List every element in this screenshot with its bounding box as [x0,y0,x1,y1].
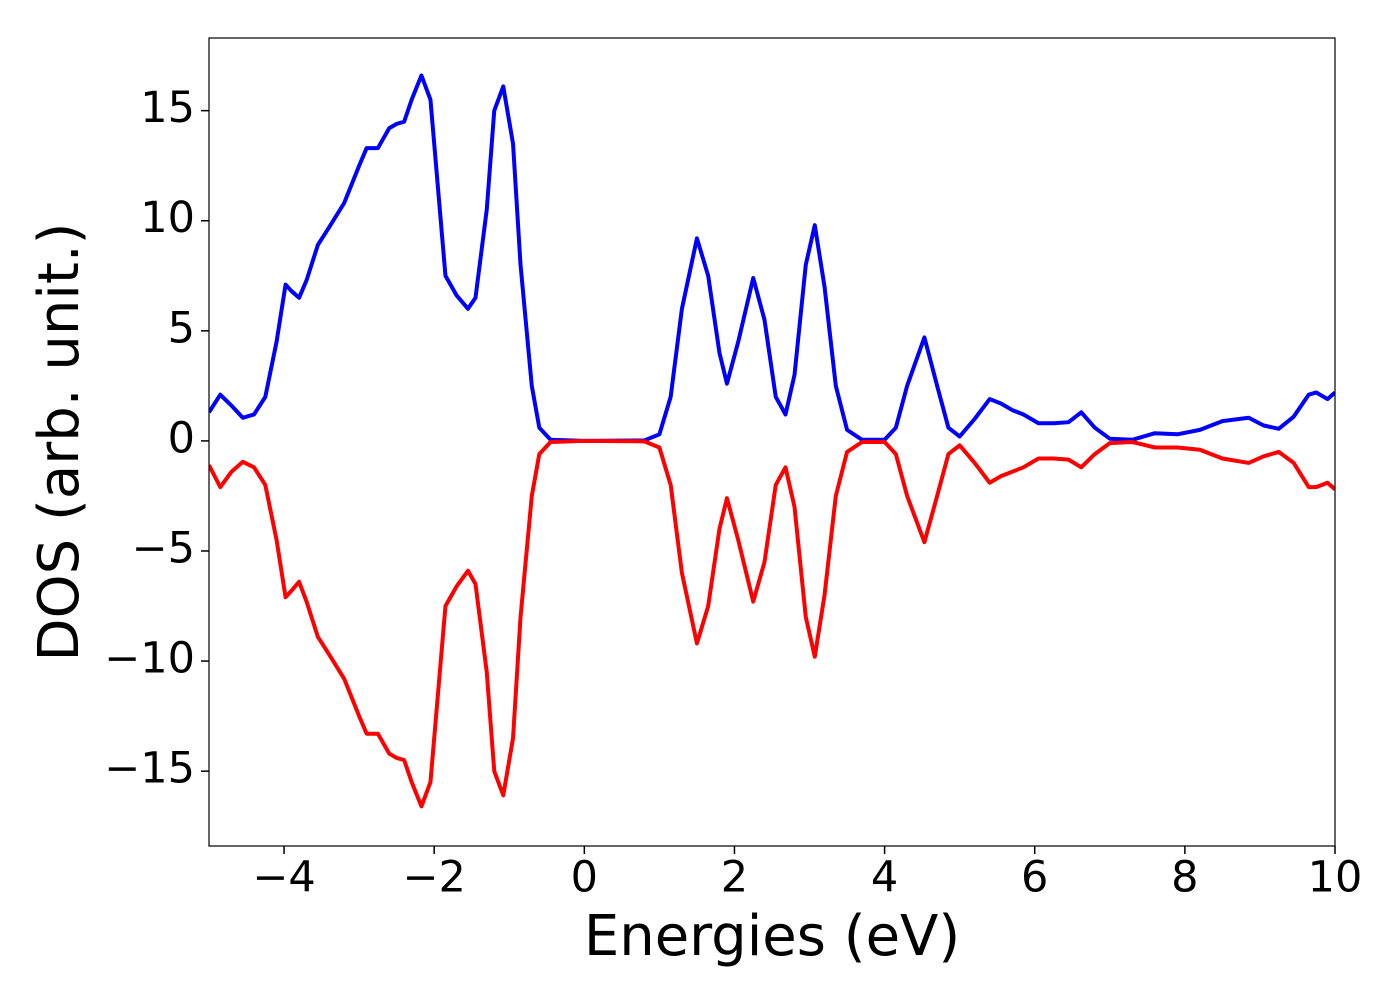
y-tick-label: −10 [104,634,195,684]
y-axis-label: DOS (arb. unit.) [27,222,92,661]
y-tick-label: −5 [132,523,195,573]
dos-line [209,73,1335,443]
x-tick-label: 10 [1308,853,1363,903]
x-tick-label: 4 [871,853,898,903]
x-axis-label: Energies (eV) [584,904,960,969]
x-tick-label: 0 [571,853,598,903]
y-tick-label: 15 [140,83,195,133]
x-tick-label: −4 [252,853,315,903]
x-tick-label: −2 [403,853,466,903]
plot-frame [208,37,1336,847]
x-tick-label: 6 [1021,853,1048,903]
dos-line [209,438,1335,809]
y-tick-label: 5 [168,303,195,353]
y-tick-label: −15 [104,744,195,794]
y-tick-label: 10 [140,193,195,243]
x-tick-label: 2 [721,853,748,903]
y-tick-label: 0 [168,413,195,463]
x-tick-label: 8 [1171,853,1198,903]
